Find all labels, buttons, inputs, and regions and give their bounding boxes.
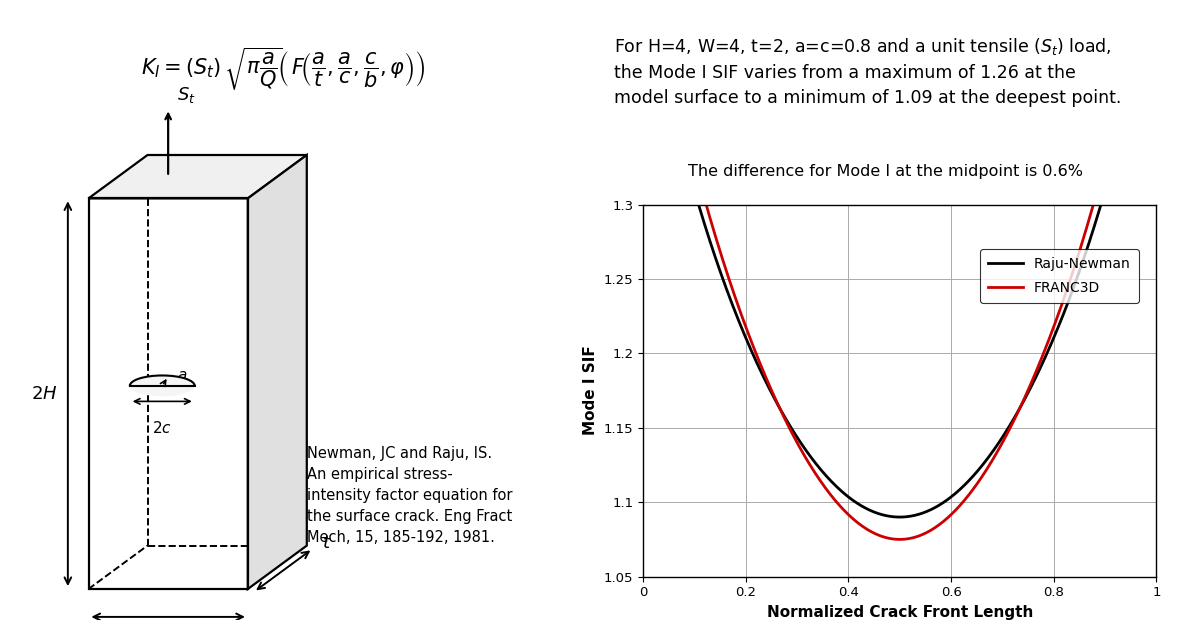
Y-axis label: Mode I SIF: Mode I SIF <box>583 346 598 435</box>
Raju-Newman <box>943 494 957 502</box>
FRANC3D <box>914 531 929 539</box>
FRANC3D <box>1057 292 1071 299</box>
Text: $2H$: $2H$ <box>31 384 58 403</box>
Raju-Newman <box>883 513 897 520</box>
Text: The difference for Mode I at the midpoint is 0.6%: The difference for Mode I at the midpoin… <box>688 164 1082 179</box>
Raju-Newman <box>892 513 906 521</box>
Text: $K_I = (S_t)\,\sqrt{\pi\dfrac{a}{Q}}\!\left(\,F\!\left(\dfrac{a}{t},\dfrac{a}{c}: $K_I = (S_t)\,\sqrt{\pi\dfrac{a}{Q}}\!\l… <box>140 45 426 92</box>
X-axis label: Normalized Crack Front Length: Normalized Crack Front Length <box>767 605 1032 620</box>
Line: FRANC3D: FRANC3D <box>643 0 1156 539</box>
FRANC3D <box>883 535 897 542</box>
Legend: Raju-Newman, FRANC3D: Raju-Newman, FRANC3D <box>979 249 1139 303</box>
Raju-Newman <box>1057 307 1071 314</box>
Line: Raju-Newman: Raju-Newman <box>643 0 1156 517</box>
FRANC3D <box>892 536 906 543</box>
Text: $t$: $t$ <box>321 533 332 552</box>
Raju-Newman <box>914 510 929 517</box>
Raju-Newman <box>1138 21 1152 29</box>
Polygon shape <box>248 155 307 589</box>
FRANC3D <box>943 512 957 520</box>
Text: $a$: $a$ <box>177 370 188 383</box>
Text: For H=4, W=4, t=2, a=c=0.8 and a unit tensile ($S_t$) load,
the Mode I SIF varie: For H=4, W=4, t=2, a=c=0.8 and a unit te… <box>614 36 1121 107</box>
FRANC3D <box>880 534 894 541</box>
Ellipse shape <box>130 376 195 396</box>
Raju-Newman <box>880 512 894 520</box>
Polygon shape <box>88 155 307 198</box>
Text: $S_t$: $S_t$ <box>177 86 196 105</box>
Text: Newman, JC and Raju, IS.
An empirical stress-
intensity factor equation for
the : Newman, JC and Raju, IS. An empirical st… <box>307 446 512 546</box>
Text: $2c$: $2c$ <box>152 420 172 436</box>
